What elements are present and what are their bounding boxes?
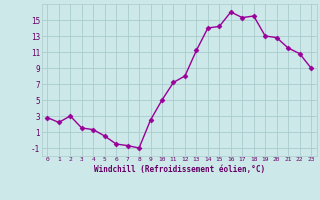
- X-axis label: Windchill (Refroidissement éolien,°C): Windchill (Refroidissement éolien,°C): [94, 165, 265, 174]
